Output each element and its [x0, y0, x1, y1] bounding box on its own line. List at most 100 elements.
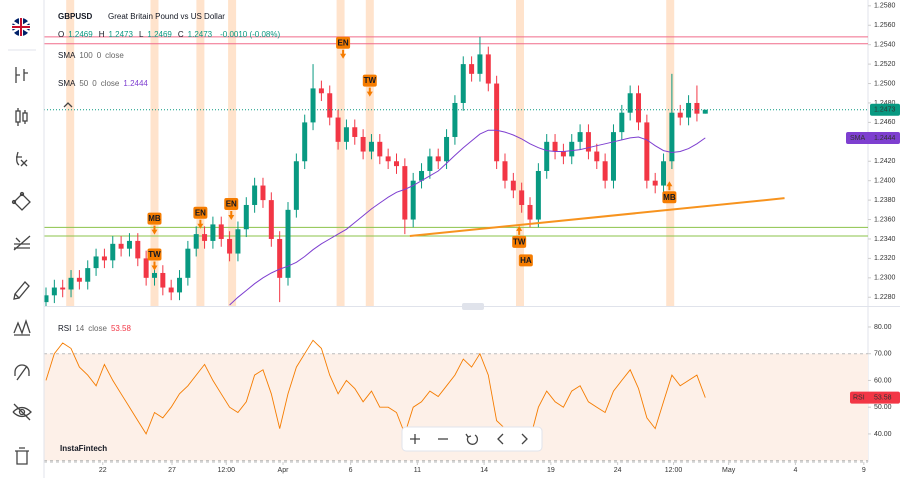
signal-marker: EN — [336, 36, 351, 59]
candle-body — [93, 256, 99, 269]
ohlc-value: 1.2469 — [147, 30, 172, 39]
collapse-button[interactable] — [63, 102, 73, 108]
candle-body — [677, 112, 683, 118]
scroll-right[interactable] — [521, 433, 528, 445]
zoom-bar — [401, 426, 543, 452]
candle-body — [260, 185, 266, 201]
magnet-button[interactable] — [14, 364, 30, 381]
x-tick-label: 24 — [614, 467, 622, 474]
ohlc-label: O — [58, 30, 64, 39]
hide-button[interactable] — [12, 403, 32, 421]
signal-highlight — [66, 0, 75, 306]
signal-label: EN — [338, 38, 349, 47]
candle-body — [452, 102, 458, 137]
signal-label: MB — [663, 193, 676, 202]
indicator-param: 100 — [79, 51, 93, 60]
candle-body — [151, 272, 157, 278]
candle-body — [636, 93, 642, 123]
rsi-label-bg — [850, 391, 900, 404]
pane-handle — [462, 303, 484, 310]
rsi-tick-label: 40.00 — [874, 431, 892, 438]
y-tick-label: 1.2300 — [874, 275, 896, 282]
flag-button[interactable] — [12, 18, 30, 36]
candle-body — [444, 136, 450, 162]
x-tick-label: 12:00 — [217, 467, 235, 474]
trendline — [409, 197, 785, 238]
sma-label-name: SMA — [850, 135, 866, 142]
logo: InstaFintech — [60, 444, 107, 453]
toolbar — [0, 0, 45, 478]
signal-marker: MB — [662, 181, 677, 204]
candle-body — [502, 161, 508, 181]
indicators-button[interactable] — [16, 151, 28, 167]
signal-box — [518, 254, 533, 267]
y-tick-label: 1.2360 — [874, 216, 896, 223]
signal-highlight — [336, 0, 345, 306]
candle-body — [627, 93, 633, 113]
candle-body — [360, 136, 366, 152]
candle-body — [202, 234, 208, 241]
candle-body — [644, 122, 650, 181]
patterns-button[interactable] — [13, 318, 31, 336]
draw-button[interactable] — [11, 191, 31, 211]
ohlc-label: L — [139, 30, 144, 39]
signal-arrow — [197, 219, 204, 229]
candle-body — [218, 224, 224, 239]
candle-body — [619, 112, 625, 133]
signal-label: EN — [195, 208, 206, 217]
candle-body — [694, 102, 700, 114]
zoom-controls — [401, 426, 543, 452]
ohlc-value: 1.2469 — [68, 30, 93, 39]
candle-body — [594, 151, 600, 162]
candle-body — [352, 127, 358, 137]
interval-button[interactable] — [15, 67, 28, 83]
brush-button[interactable] — [13, 281, 30, 300]
signal-highlight — [196, 0, 205, 306]
change: -0.0010 (-0.08%) — [220, 30, 280, 39]
y-tick-label: 1.2380 — [874, 197, 896, 204]
fib-button[interactable] — [13, 235, 31, 251]
candle-body — [702, 109, 708, 114]
sma-label-bg — [846, 131, 900, 144]
delete-button[interactable] — [15, 447, 29, 465]
y-tick-label: 1.2580 — [874, 3, 896, 10]
signal-label: TW — [513, 237, 526, 246]
indicator-param: close — [105, 51, 124, 60]
candle-body — [277, 238, 283, 278]
candle-body — [135, 240, 141, 259]
candle-body — [177, 277, 183, 293]
candle-body — [669, 112, 675, 162]
x-tick-label: 27 — [168, 467, 176, 474]
scroll-left[interactable] — [497, 433, 504, 445]
candle-body — [252, 185, 258, 205]
signal-arrow — [151, 261, 158, 271]
x-tick-label: 22 — [99, 467, 107, 474]
signal-arrow — [366, 87, 373, 97]
candle-body — [327, 93, 333, 118]
candle-body — [302, 122, 308, 162]
signal-highlight — [228, 0, 237, 306]
description: Great Britain Pound vs US Dollar — [108, 12, 225, 21]
candle-body — [143, 258, 149, 278]
price-label: 1.2473 — [874, 107, 896, 114]
x-tick-label: 19 — [547, 467, 555, 474]
x-tick-label: Apr — [278, 467, 290, 474]
signal-marker: TW — [362, 74, 377, 97]
y-tick-label: 1.2320 — [874, 255, 896, 262]
candle-body — [160, 272, 166, 288]
signal-box — [512, 235, 527, 248]
signal-highlight — [150, 0, 159, 306]
signal-marker: TW — [147, 248, 162, 271]
candle-body — [293, 161, 299, 210]
rsi-tick-label: 50.00 — [874, 404, 892, 411]
candle-body — [118, 243, 124, 249]
chart-type-button[interactable] — [15, 108, 28, 126]
rsi-value: 53.58 — [111, 324, 132, 333]
candle-body — [469, 64, 475, 74]
zoom-in[interactable] — [410, 434, 420, 444]
reset[interactable] — [465, 433, 479, 445]
x-tick-label: May — [722, 467, 736, 474]
candle-body — [335, 117, 341, 142]
rsi-label-name: RSI — [853, 394, 865, 401]
candle-body — [427, 156, 433, 171]
